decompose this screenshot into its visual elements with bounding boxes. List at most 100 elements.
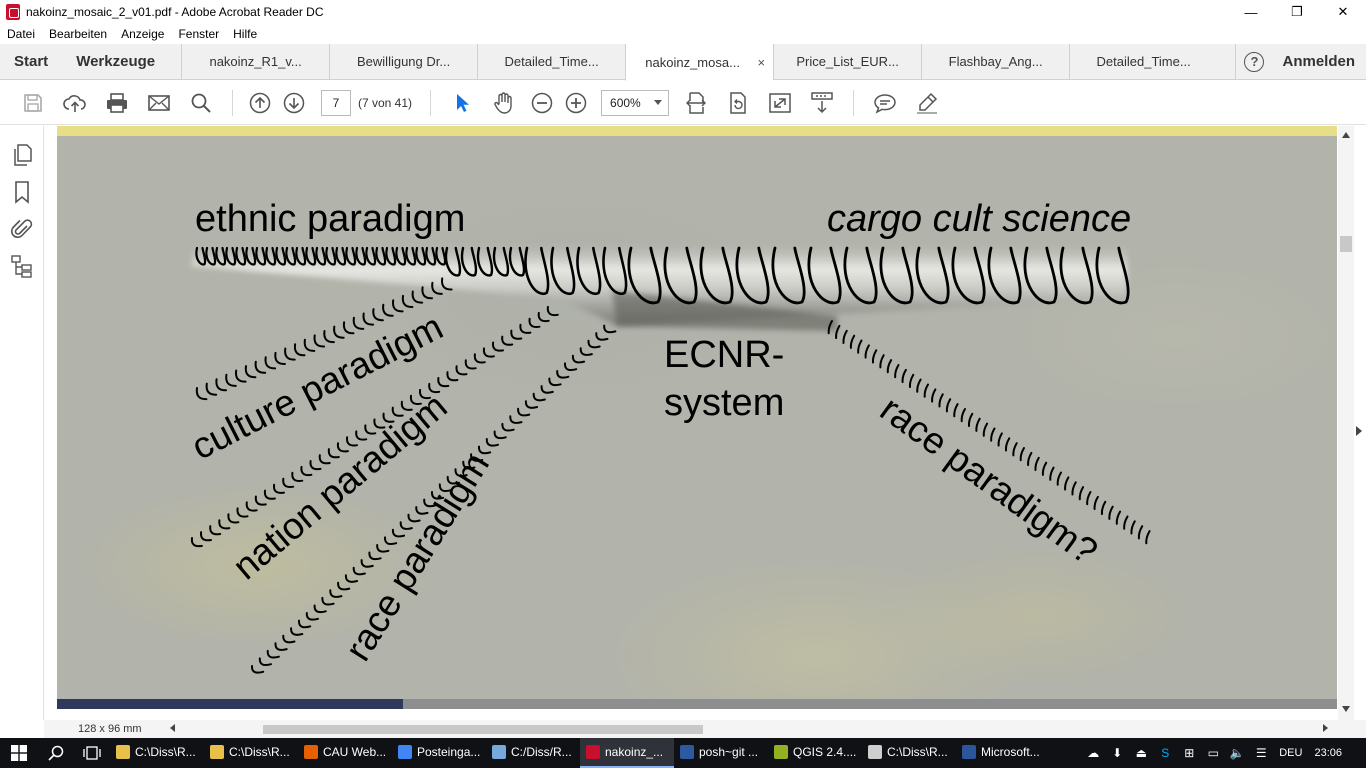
bookmark-icon[interactable] bbox=[0, 173, 44, 210]
windows-icon bbox=[11, 745, 27, 761]
network-share-icon[interactable]: ⊞ bbox=[1184, 746, 1195, 760]
previous-page-icon[interactable] bbox=[247, 90, 273, 116]
download-icon[interactable]: ⬇ bbox=[1112, 746, 1123, 760]
word-icon bbox=[962, 745, 976, 759]
taskbar-app-button[interactable]: C:\Diss\R... bbox=[110, 738, 204, 768]
start-button[interactable] bbox=[0, 738, 38, 768]
volume-icon[interactable]: 🔈 bbox=[1229, 746, 1245, 760]
label-ecnr-line2: system bbox=[664, 382, 785, 424]
horizontal-scrollbar[interactable] bbox=[168, 722, 1338, 736]
maximize-button[interactable]: ❐ bbox=[1291, 4, 1303, 19]
hand-tool-icon[interactable] bbox=[491, 90, 517, 116]
select-cursor-icon[interactable] bbox=[449, 90, 475, 116]
zoom-select[interactable]: 600% bbox=[601, 89, 670, 116]
chrome-icon bbox=[398, 745, 412, 759]
page-number-input[interactable]: 7 bbox=[321, 89, 351, 116]
taskbar-app-button[interactable]: posh~git ... bbox=[674, 738, 768, 768]
document-tab-label: Price_List_EUR... bbox=[796, 54, 899, 69]
document-tab[interactable]: Bewilligung Dr... bbox=[329, 44, 477, 79]
vertical-scroll-thumb[interactable] bbox=[1340, 236, 1352, 252]
scroll-left-icon[interactable] bbox=[170, 724, 175, 732]
label-cargo-cult-science: cargo cult science bbox=[827, 198, 1132, 240]
scroll-mode-icon[interactable] bbox=[809, 90, 835, 116]
toolbar: 7 (7 von 41) 600% bbox=[0, 81, 1366, 125]
taskbar-app-label: Microsoft... bbox=[981, 745, 1040, 759]
task-view-button[interactable] bbox=[74, 738, 110, 768]
document-tab[interactable]: Price_List_EUR... bbox=[773, 44, 921, 79]
cloud-icon[interactable]: ☁ bbox=[1087, 746, 1100, 760]
taskbar-app-button[interactable]: Microsoft... bbox=[956, 738, 1050, 768]
tab-bar: Start Werkzeuge nakoinz_R1_v... Bewillig… bbox=[0, 44, 1366, 81]
expand-right-panel-icon[interactable] bbox=[1356, 426, 1362, 436]
taskbar-app-label: Posteinga... bbox=[417, 745, 481, 759]
left-navigation-panel bbox=[0, 126, 44, 720]
document-tab[interactable]: Detailed_Time... bbox=[477, 44, 625, 79]
page-thumbnails-icon[interactable] bbox=[0, 136, 44, 173]
document-tab-active[interactable]: nakoinz_mosa... × bbox=[625, 44, 774, 81]
highlight-pen-icon[interactable] bbox=[914, 90, 940, 116]
help-icon[interactable]: ? bbox=[1244, 51, 1265, 72]
full-screen-icon[interactable] bbox=[767, 90, 793, 116]
search-icon bbox=[48, 745, 64, 761]
close-window-button[interactable]: ✕ bbox=[1337, 4, 1349, 19]
scroll-up-icon[interactable] bbox=[1342, 132, 1350, 138]
title-bar: nakoinz_mosaic_2_v01.pdf - Adobe Acrobat… bbox=[0, 0, 1366, 24]
tab-tools[interactable]: Werkzeuge bbox=[76, 53, 156, 70]
print-icon[interactable] bbox=[104, 90, 130, 116]
taskbar-app-button[interactable]: CAU Web... bbox=[298, 738, 392, 768]
horizontal-scroll-thumb[interactable] bbox=[263, 725, 703, 734]
zoom-out-icon[interactable] bbox=[529, 90, 555, 116]
document-tab[interactable]: nakoinz_R1_v... bbox=[181, 44, 329, 79]
zoom-in-icon[interactable] bbox=[563, 90, 589, 116]
menu-hilfe[interactable]: Hilfe bbox=[233, 27, 258, 41]
input-language[interactable]: DEU bbox=[1279, 747, 1303, 759]
status-bar: 128 x 96 mm bbox=[44, 720, 1366, 738]
taskbar: C:\Diss\R... C:\Diss\R... CAU Web... Postei… bbox=[0, 738, 1366, 768]
rotate-page-icon[interactable] bbox=[725, 90, 751, 116]
email-icon[interactable] bbox=[146, 90, 172, 116]
network-icon[interactable]: ▭ bbox=[1207, 746, 1219, 760]
slide-background bbox=[57, 136, 1337, 709]
scroll-right-icon[interactable] bbox=[1323, 724, 1328, 732]
notifications-icon[interactable]: ☰ bbox=[1255, 746, 1267, 760]
minimize-button[interactable]: — bbox=[1244, 4, 1258, 20]
taskbar-app-button[interactable]: QGIS 2.4.... bbox=[768, 738, 862, 768]
search-icon[interactable] bbox=[188, 90, 214, 116]
system-tray: ☁ ⬇ ⏏ S ⊞ ▭ 🔈 ☰ DEU 23:06 bbox=[1081, 738, 1366, 768]
taskbar-app-button[interactable]: C:/Diss/R... bbox=[486, 738, 580, 768]
taskbar-app-button[interactable]: C:\Diss\R... bbox=[862, 738, 956, 768]
save-icon[interactable] bbox=[20, 90, 46, 116]
taskbar-app-label: C:\Diss\R... bbox=[887, 745, 948, 759]
close-tab-icon[interactable]: × bbox=[757, 54, 766, 70]
tab-start[interactable]: Start bbox=[14, 53, 49, 70]
window-controls: — ❐ ✕ bbox=[1228, 0, 1366, 24]
menu-anzeige[interactable]: Anzeige bbox=[121, 27, 165, 41]
content-structure-icon[interactable] bbox=[0, 247, 44, 284]
usb-icon[interactable]: ⏏ bbox=[1135, 746, 1147, 760]
notepad-icon bbox=[868, 745, 882, 759]
next-page-icon[interactable] bbox=[281, 90, 307, 116]
scroll-down-icon[interactable] bbox=[1342, 706, 1350, 712]
taskbar-app-button[interactable]: C:\Diss\R... bbox=[204, 738, 298, 768]
sign-in-button[interactable]: Anmelden bbox=[1282, 53, 1355, 70]
document-tab[interactable]: Flashbay_Ang... bbox=[921, 44, 1069, 79]
taskbar-app-label: C:\Diss\R... bbox=[135, 745, 196, 759]
taskbar-app-button[interactable]: Posteinga... bbox=[392, 738, 486, 768]
search-taskbar-button[interactable] bbox=[38, 738, 74, 768]
clock[interactable]: 23:06 bbox=[1314, 747, 1342, 759]
comment-icon[interactable] bbox=[872, 90, 898, 116]
document-view[interactable]: ethnic paradigm cargo cult science cultu… bbox=[44, 126, 1338, 720]
menu-fenster[interactable]: Fenster bbox=[178, 27, 220, 41]
fit-page-icon[interactable] bbox=[683, 90, 709, 116]
label-ecnr-line1: ECNR- bbox=[664, 334, 785, 376]
document-tab[interactable]: Detailed_Time... bbox=[1069, 44, 1217, 79]
window-title: nakoinz_mosaic_2_v01.pdf - Adobe Acrobat… bbox=[26, 5, 324, 19]
attachment-icon[interactable] bbox=[0, 210, 44, 247]
document-tab-label: Bewilligung Dr... bbox=[357, 54, 451, 69]
menu-datei[interactable]: Datei bbox=[7, 27, 36, 41]
vertical-scrollbar[interactable] bbox=[1338, 126, 1354, 720]
menu-bearbeiten[interactable]: Bearbeiten bbox=[49, 27, 108, 41]
taskbar-app-button[interactable]: nakoinz_... bbox=[580, 738, 674, 768]
upload-cloud-icon[interactable] bbox=[62, 90, 88, 116]
skype-icon[interactable]: S bbox=[1161, 746, 1170, 760]
